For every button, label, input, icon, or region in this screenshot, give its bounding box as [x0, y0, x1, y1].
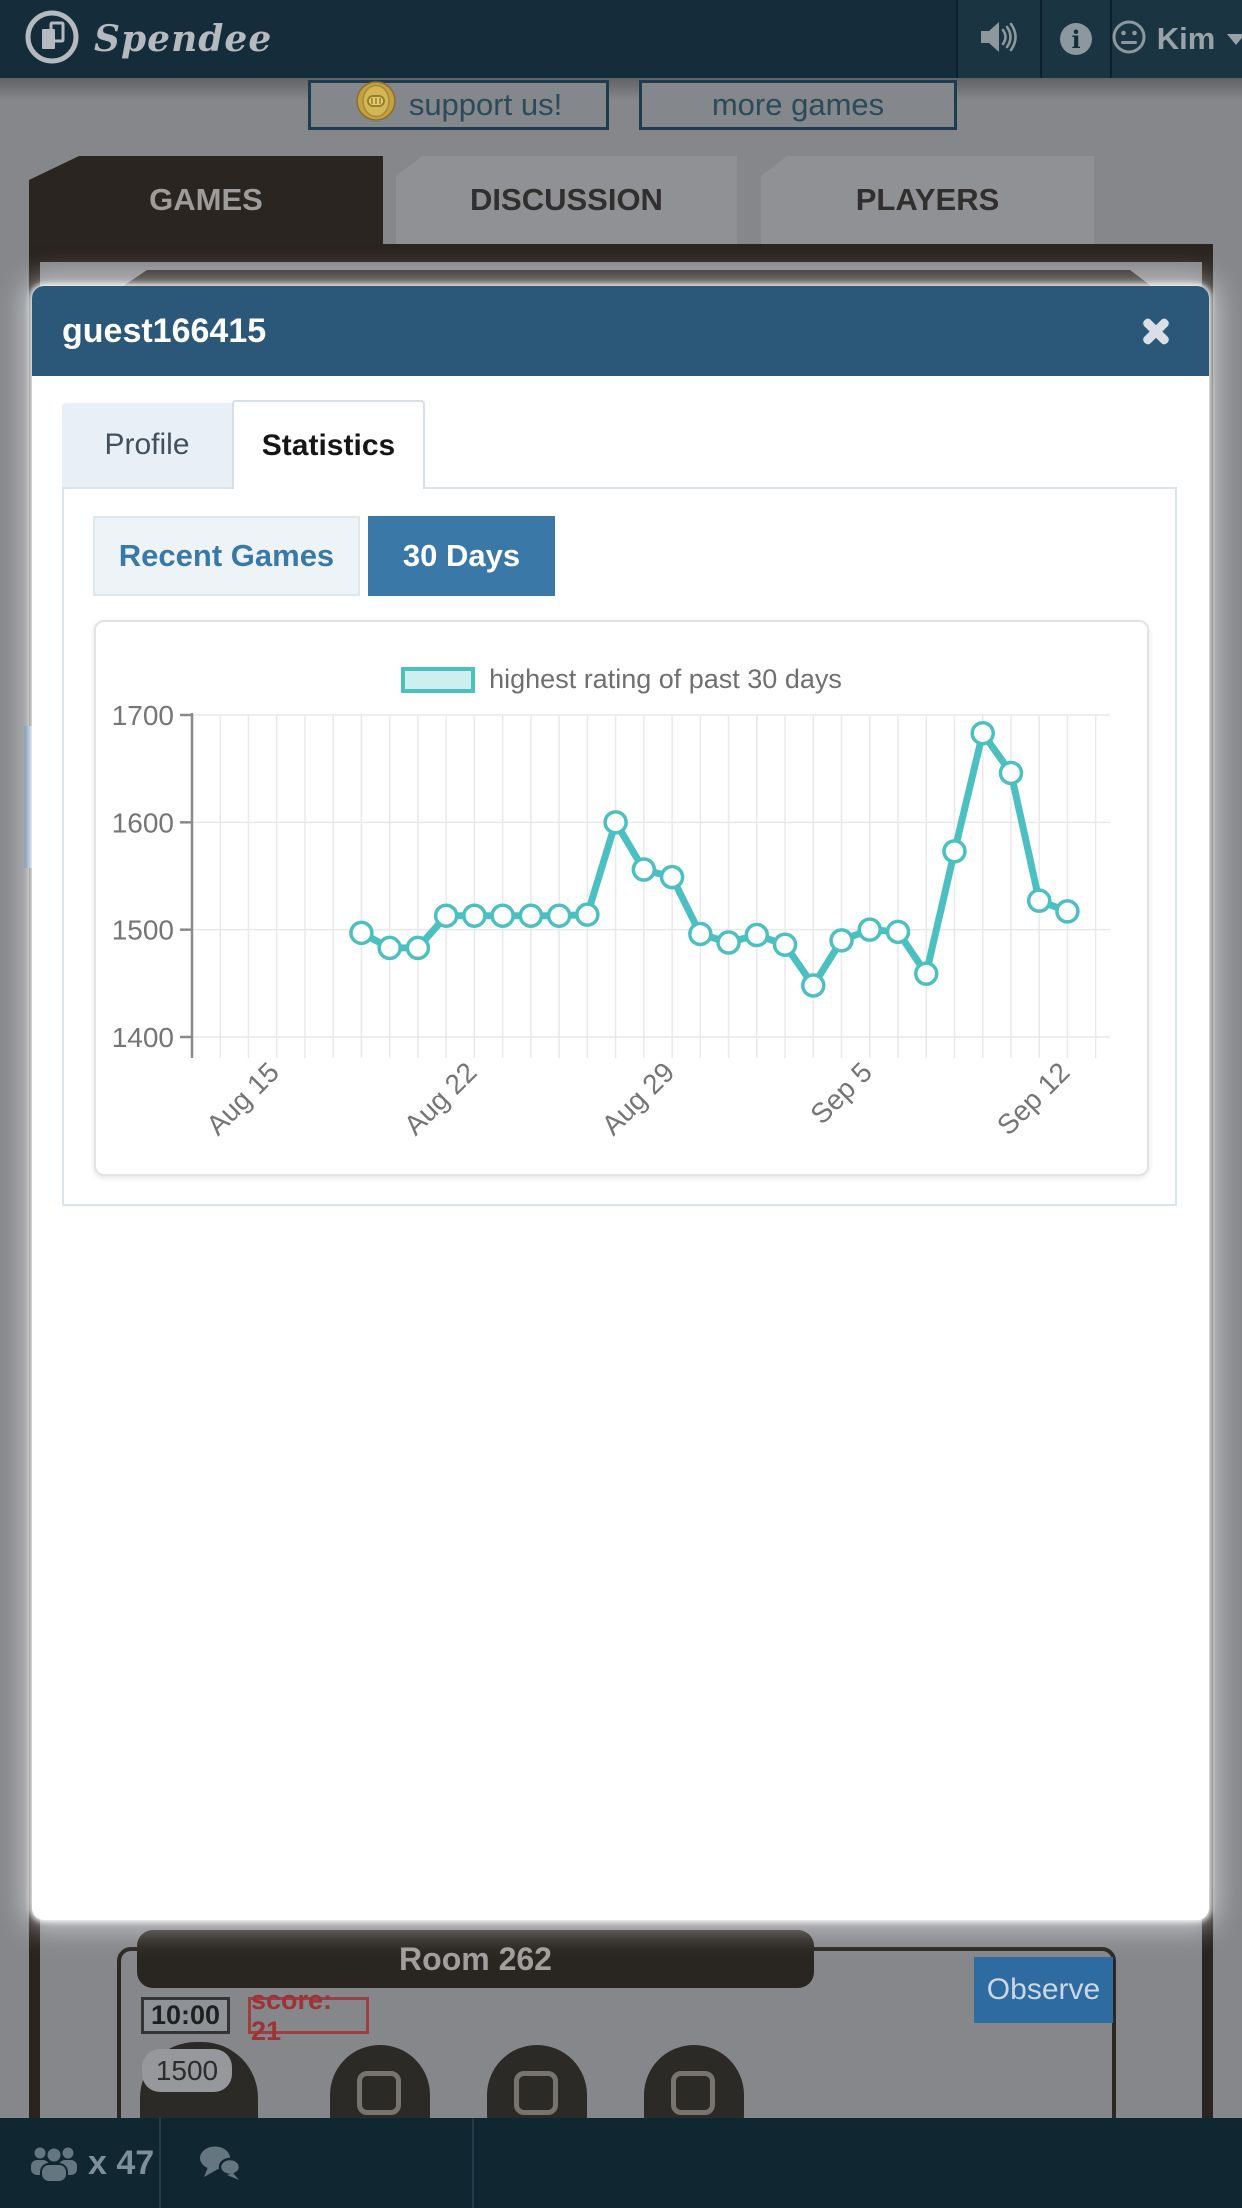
svg-text:Aug 22: Aug 22 [398, 1056, 483, 1141]
tab-discussion[interactable]: DISCUSSION [396, 156, 737, 244]
tab-profile[interactable]: Profile [62, 403, 232, 487]
chart-point [377, 935, 402, 961]
more-games-label: more games [711, 87, 885, 122]
tab-games-label: GAMES [149, 182, 263, 217]
user-name: Kim [1156, 21, 1216, 56]
speaker-icon [980, 20, 1018, 59]
chart-point [462, 903, 487, 928]
smiley-icon [1111, 19, 1147, 60]
chart-point [913, 961, 939, 986]
chart-point [659, 864, 685, 890]
player-profile-modal: guest166415 Profile Statistics Recent Ga… [32, 286, 1209, 1920]
legend-swatch-icon [401, 666, 476, 693]
caret-down-icon [1227, 33, 1242, 45]
chart-point [998, 760, 1024, 786]
tab-profile-label: Profile [104, 428, 190, 461]
observe-button[interactable]: Observe [974, 1957, 1113, 2023]
svg-text:Aug 15: Aug 15 [200, 1056, 285, 1141]
divider [159, 2118, 161, 2208]
header-shadow [0, 78, 1242, 100]
rating-value: 1500 [155, 2054, 219, 2086]
svg-text:1400: 1400 [112, 1022, 174, 1053]
logo-icon [24, 9, 80, 70]
room-title-bar: Room 262 [137, 1930, 814, 1988]
modal-title: guest166415 [62, 311, 267, 350]
tab-discussion-label: DISCUSSION [470, 182, 663, 217]
bottom-status-bar: x 47 [0, 2118, 1242, 2208]
chart-point [801, 973, 826, 998]
rating-chart-panel: 1400 1500 1600 1700 Aug 15 Aug 22 Aug 29 Sep 5 S… [94, 620, 1149, 1176]
chart-point [349, 920, 374, 946]
chart-point [688, 921, 713, 947]
chart-point [603, 810, 628, 835]
chart-point [942, 839, 967, 864]
tab-players-label: PLAYERS [855, 182, 1000, 217]
sound-button[interactable] [956, 0, 1040, 78]
chart-point [631, 857, 657, 882]
svg-text:Aug 29: Aug 29 [596, 1056, 681, 1141]
info-icon: i [1060, 23, 1092, 55]
top-header-bar: Spendee i [0, 0, 1242, 78]
app-logo[interactable]: Spendee [24, 10, 272, 68]
tab-statistics[interactable]: Statistics [232, 400, 425, 489]
svg-text:1700: 1700 [112, 700, 174, 731]
observe-label: Observe [986, 1973, 1101, 2006]
chart-point [518, 903, 544, 928]
svg-text:1600: 1600 [112, 807, 174, 838]
online-count: x 47 [88, 2143, 155, 2182]
svg-text:Sep 5: Sep 5 [804, 1056, 878, 1130]
chart-point [885, 919, 911, 945]
chart-point [490, 903, 515, 928]
chart-point [716, 930, 741, 955]
legend-label: highest rating of past 30 days [489, 664, 842, 694]
svg-text:1500: 1500 [112, 915, 174, 946]
coin-icon [355, 80, 397, 130]
support-us-label: support us! [408, 87, 563, 122]
room-title: Room 262 [399, 1940, 552, 1977]
modal-header: guest166415 [32, 286, 1209, 376]
chart-point [772, 932, 798, 957]
chart-point [744, 922, 770, 948]
room-timer: 10:00 [141, 1997, 230, 2034]
thirty-days-label: 30 Days [402, 538, 521, 573]
divider [472, 2118, 474, 2208]
chart-point [829, 928, 854, 953]
svg-text:Sep 12: Sep 12 [991, 1056, 1076, 1141]
close-icon[interactable] [1137, 312, 1175, 350]
statistics-panel [62, 487, 1177, 1206]
chart-point [546, 903, 572, 928]
seat-icon [357, 2071, 401, 2115]
tab-games[interactable]: GAMES [29, 156, 383, 244]
rating-line-chart: 1400 1500 1600 1700 Aug 15 Aug 22 Aug 29 Sep 5 S… [112, 700, 1110, 1141]
timer-value: 10:00 [150, 2000, 221, 2030]
chart-legend: highest rating of past 30 days [96, 664, 1147, 695]
user-menu[interactable]: Kim [1110, 0, 1242, 78]
player-rating-badge: 1500 [142, 2049, 232, 2092]
chart-point [575, 902, 600, 927]
players-online-icon[interactable] [30, 2144, 78, 2189]
info-button[interactable]: i [1040, 0, 1110, 78]
seat-icon [671, 2071, 715, 2115]
chart-point [1055, 899, 1080, 924]
support-us-button[interactable]: support us! [308, 80, 609, 130]
thirty-days-button[interactable]: 30 Days [368, 516, 555, 596]
tab-statistics-label: Statistics [261, 428, 396, 462]
chart-point [405, 935, 431, 961]
app-name: Spendee [94, 18, 273, 60]
seat-icon [514, 2071, 558, 2115]
score-value: score: 21 [251, 1984, 333, 2046]
chart-point [433, 903, 459, 928]
room-score: score: 21 [248, 1985, 369, 2046]
more-games-button[interactable]: more games [639, 80, 957, 130]
scroll-indicator [24, 726, 33, 868]
recent-games-label: Recent Games [118, 538, 335, 573]
chart-point [857, 917, 883, 942]
chat-icon[interactable] [196, 2144, 242, 2189]
chart-point [970, 720, 995, 746]
chart-point [1026, 888, 1052, 913]
recent-games-button[interactable]: Recent Games [93, 516, 360, 596]
tab-players[interactable]: PLAYERS [761, 156, 1094, 244]
